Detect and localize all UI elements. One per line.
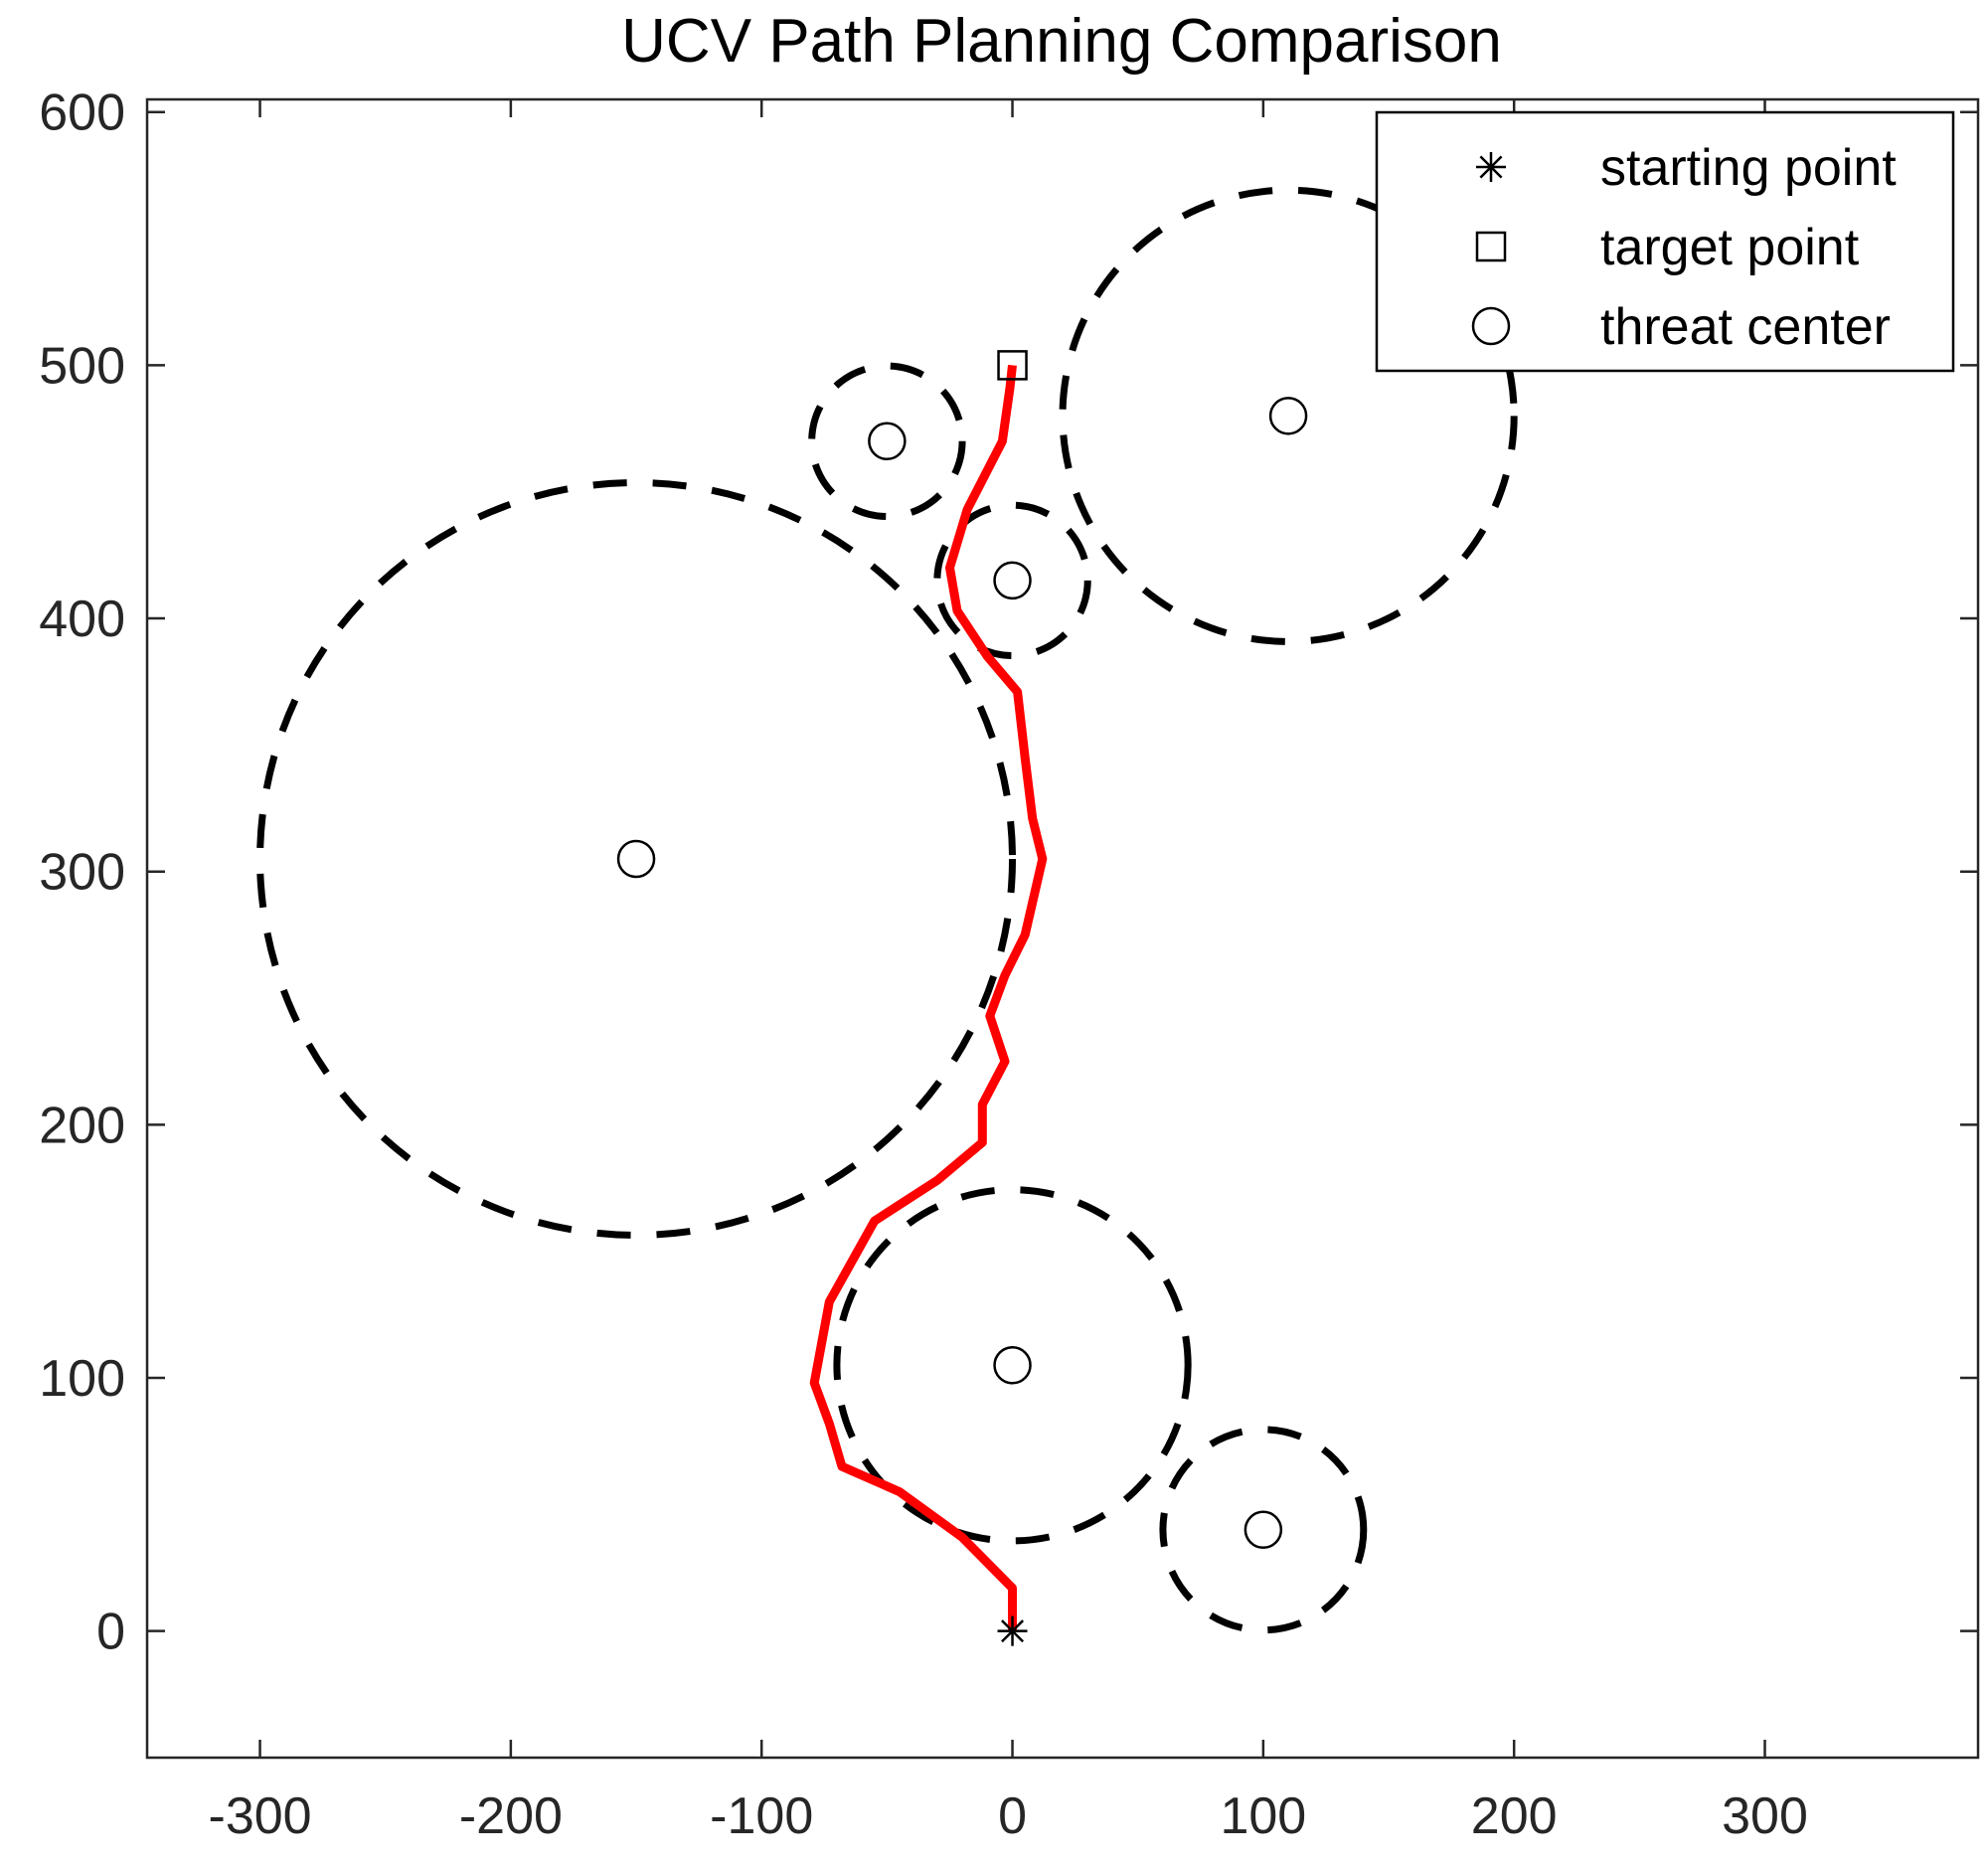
x-tick-label: 100	[1220, 1787, 1306, 1845]
legend-label: threat center	[1600, 298, 1891, 356]
threat-zone-5	[808, 362, 966, 520]
chart-title: UCV Path Planning Comparison	[621, 7, 1502, 76]
legend-square-icon	[1475, 231, 1507, 262]
target-point-marker	[997, 350, 1028, 381]
planned-path-layer	[809, 364, 1048, 1631]
x-tick-label: 300	[1722, 1787, 1808, 1845]
y-tick-label: 0	[96, 1604, 125, 1661]
legend-circle-icon	[1471, 306, 1511, 346]
threat-zones	[256, 186, 1518, 1634]
x-tick-label: -100	[710, 1787, 813, 1845]
x-tick-label: -200	[459, 1787, 563, 1845]
legend-asterisk-icon	[1476, 152, 1506, 182]
x-tick-label: 200	[1471, 1787, 1558, 1845]
legend-label: starting point	[1600, 139, 1897, 197]
axes: -300 -200 -100 0 100 200 300 0 100 200 300 400 500 60…	[39, 85, 1980, 1845]
y-tick-label: 600	[39, 85, 125, 142]
x-tick-label: -300	[209, 1787, 312, 1845]
planned-path	[809, 364, 1048, 1631]
y-tick-label: 300	[39, 844, 125, 902]
threat-center-3	[616, 839, 656, 879]
y-tick-label: 500	[39, 337, 125, 395]
legend-box	[1375, 110, 1955, 373]
y-tick-label: 200	[39, 1097, 125, 1154]
threat-center-2	[993, 1346, 1032, 1385]
y-tick-label: 400	[39, 591, 125, 648]
threat-zone-4	[933, 501, 1091, 660]
threat-center-4	[993, 561, 1032, 600]
markers	[616, 350, 1308, 1646]
threat-zone-6	[1059, 186, 1518, 645]
x-tick-label: 0	[998, 1787, 1027, 1845]
legend-asterisk-icon-stroke	[1479, 155, 1503, 179]
threat-zone-3	[256, 478, 1017, 1239]
legend-label: target point	[1600, 219, 1860, 276]
threat-center-1	[1243, 1510, 1283, 1550]
threat-center-5	[868, 422, 907, 461]
threat-zone-1	[1159, 1426, 1368, 1634]
y-tick-label: 100	[39, 1350, 125, 1408]
plot-area-frame	[145, 97, 1980, 1760]
legend: starting point target point threat center	[1375, 110, 1955, 373]
starting-point-marker	[997, 1615, 1028, 1646]
threat-zone-2	[833, 1186, 1192, 1545]
starting-point-marker-stroke	[1001, 1619, 1025, 1643]
threat-center-6	[1268, 397, 1308, 435]
